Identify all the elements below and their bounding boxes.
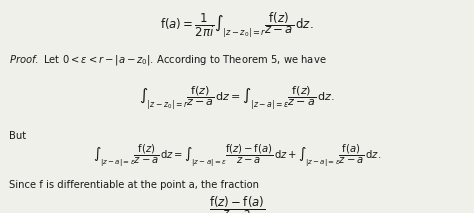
Text: $\mathrm{f}(a) = \dfrac{1}{2\pi i} \int_{|z-z_0|=r} \dfrac{\mathrm{f}(z)}{z-a}\,: $\mathrm{f}(a) = \dfrac{1}{2\pi i} \int_… [160, 11, 314, 40]
Text: Since f is differentiable at the point a, the fraction: Since f is differentiable at the point a… [9, 180, 259, 190]
Text: $\int_{|z-z_0|=r} \dfrac{\mathrm{f}(z)}{z-a}\,\mathrm{d}z = \int_{|z-a|=\epsilon: $\int_{|z-z_0|=r} \dfrac{\mathrm{f}(z)}{… [139, 85, 335, 112]
Text: $\mathit{Proof.}$ Let $0 < \epsilon < r - |a - z_0|$. According to Theorem 5, we: $\mathit{Proof.}$ Let $0 < \epsilon < r … [9, 53, 327, 67]
Text: But: But [9, 131, 27, 141]
Text: $\dfrac{\mathrm{f}(z)-\mathrm{f}(a)}{z-a}$: $\dfrac{\mathrm{f}(z)-\mathrm{f}(a)}{z-a… [209, 194, 265, 213]
Text: $\int_{|z-a|=\epsilon} \dfrac{\mathrm{f}(z)}{z-a}\,\mathrm{d}z = \int_{|z-a|=\ep: $\int_{|z-a|=\epsilon} \dfrac{\mathrm{f}… [93, 143, 381, 169]
